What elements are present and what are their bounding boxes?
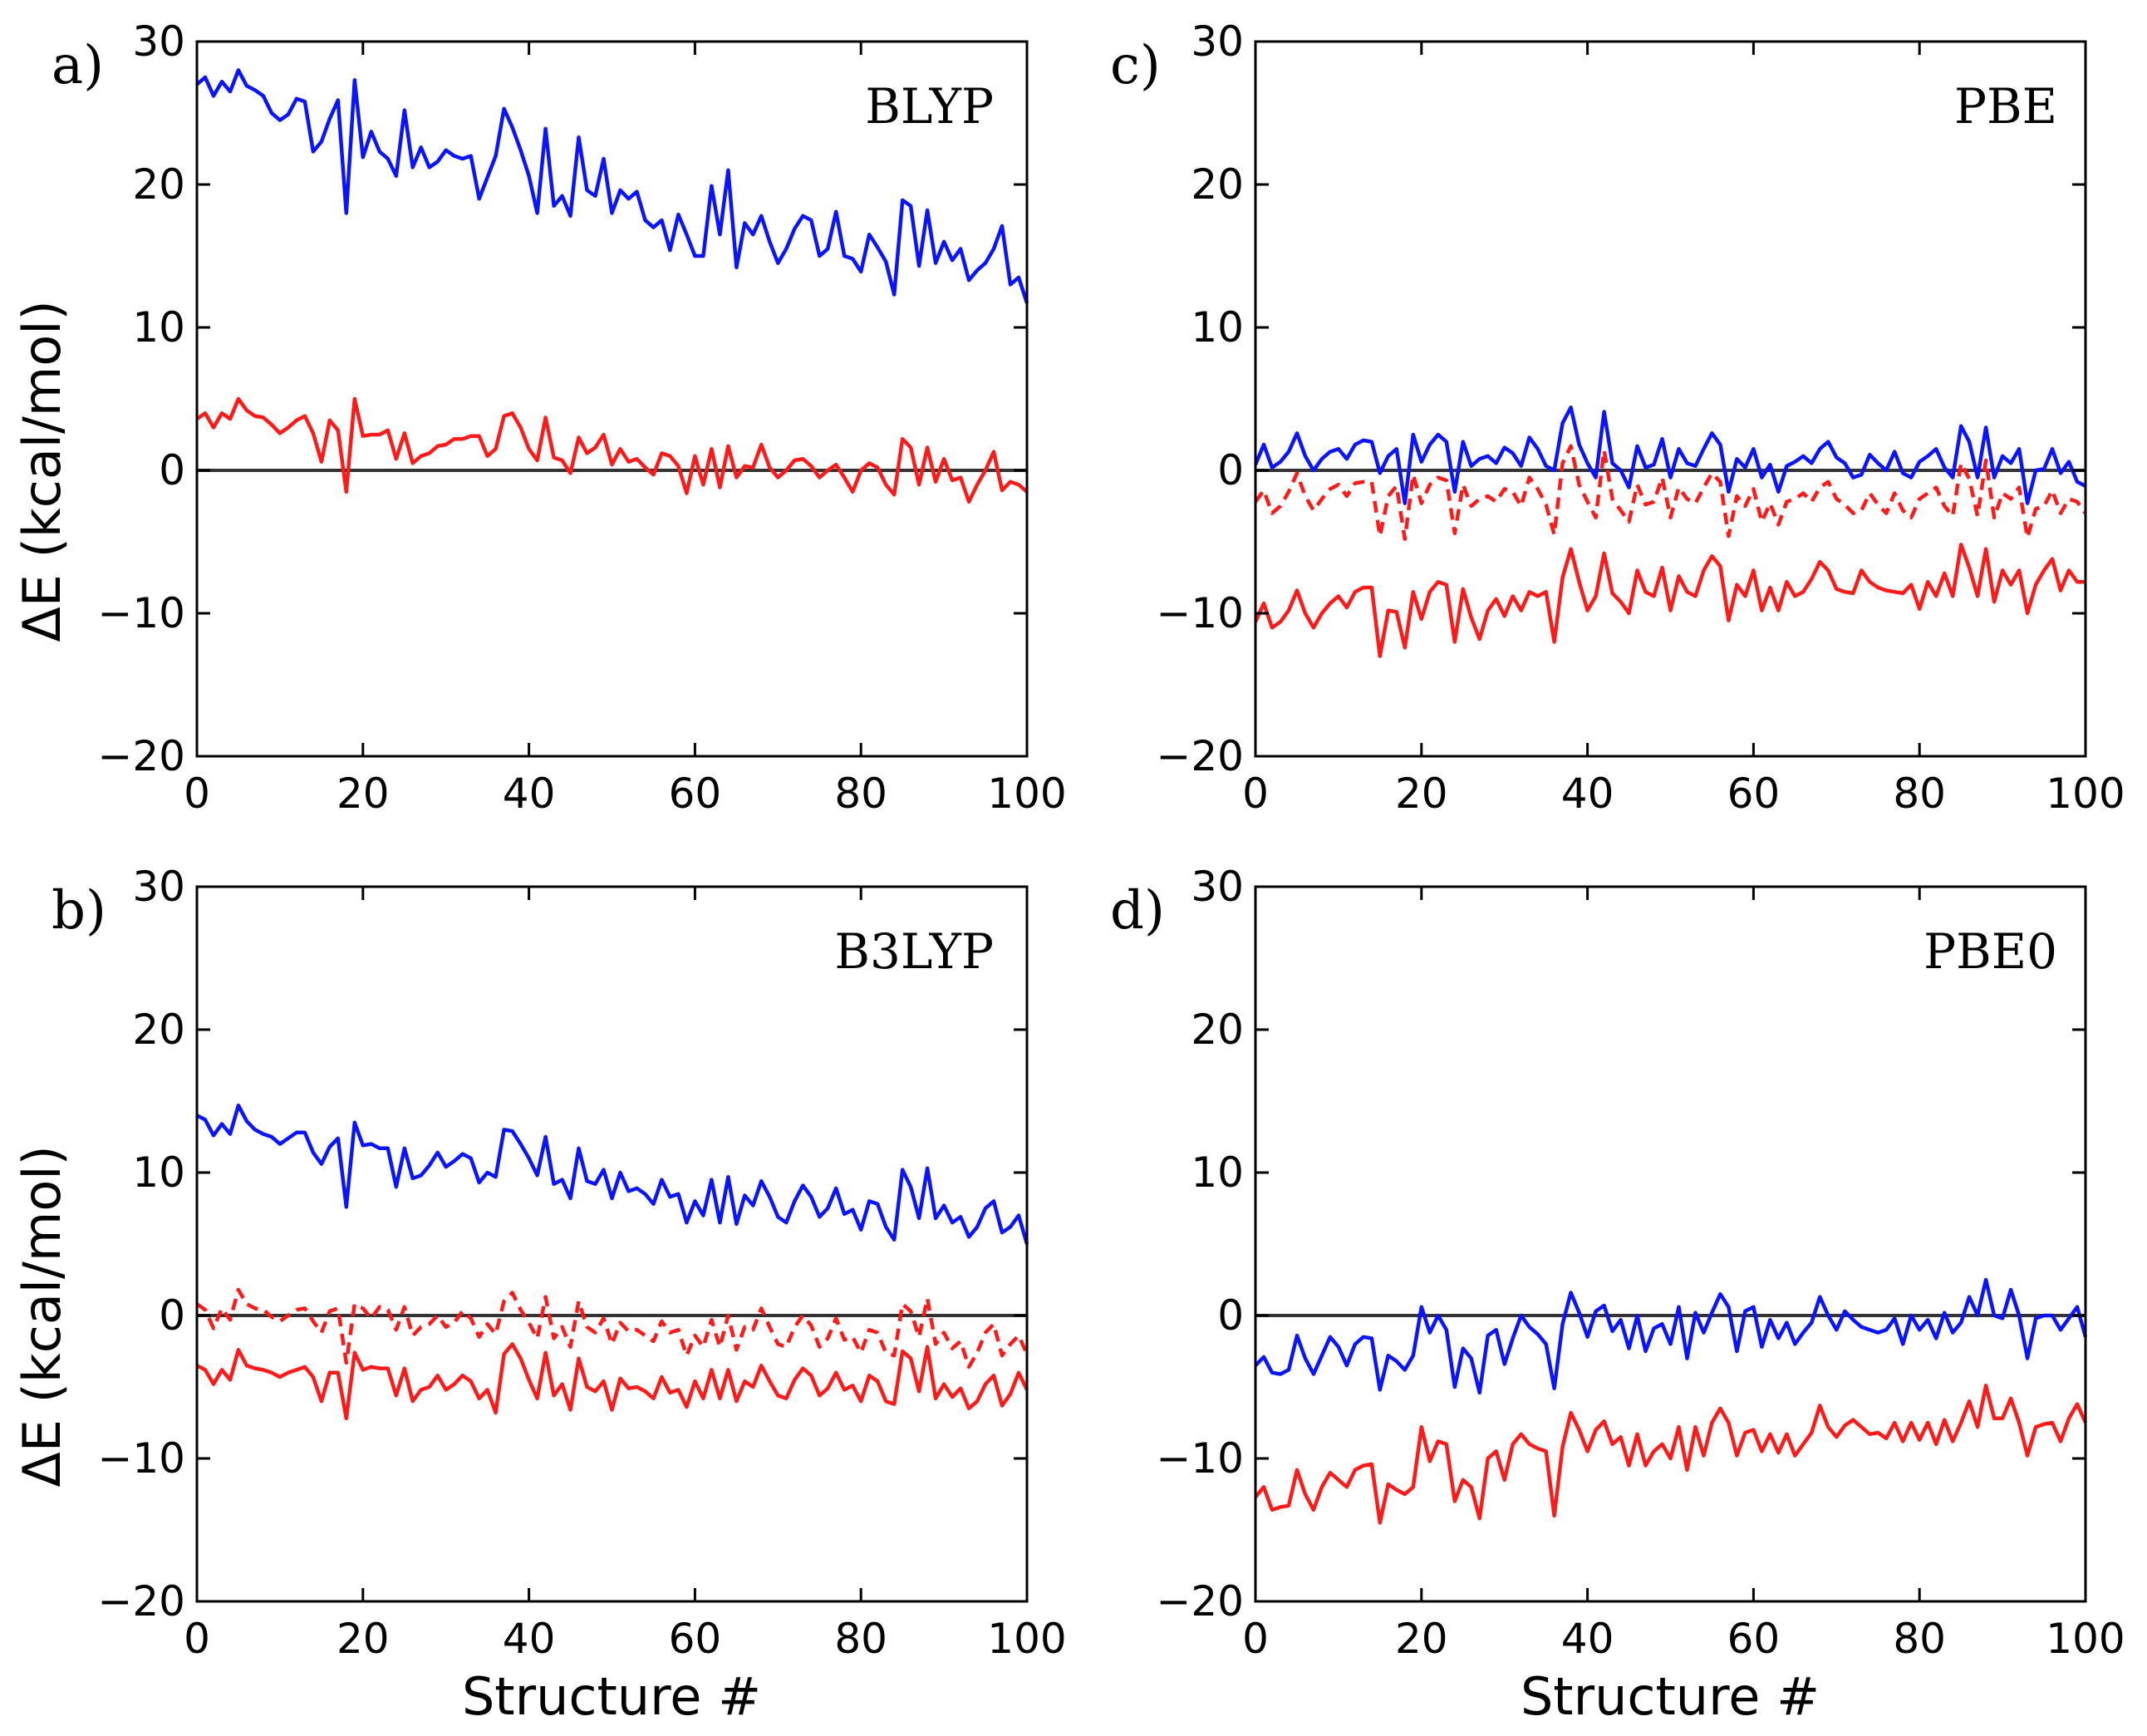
series-line-red-solid [195,396,1029,504]
series-line-red-solid [1254,1384,2088,1525]
method-label-b3lyp: B3LYP [834,923,994,980]
x-tick-label: 20 [337,1615,390,1663]
panel-label-b: b) [52,880,106,942]
plot-area-a: −20 −10 0 10 20 30 0 20 40 60 80 100 [97,17,1066,818]
panel-a-blyp: a) BLYP −20 −10 0 10 20 30 0 20 40 60 80 100 [52,17,1067,818]
x-tick-label: 60 [1727,1615,1781,1663]
x-tick-label: 20 [1395,770,1448,818]
y-tick-label: 20 [1191,160,1244,209]
x-tick-label: 100 [2046,770,2125,818]
x-axis-title-right: Structure # [1521,1666,1820,1727]
axes-frame-a [195,40,1029,758]
y-tick-label: 0 [159,1291,185,1340]
x-tick-label: 100 [987,1615,1066,1663]
y-tick-label: −10 [1156,589,1244,637]
y-tick-label: 10 [1191,1148,1244,1197]
series-line-blue-solid [1253,406,2087,505]
x-tick-label: 0 [184,770,210,818]
y-tick-label: 0 [159,446,185,494]
y-tick-label: 20 [132,160,185,209]
x-tick-label: 100 [2046,1615,2125,1663]
axes-frame-b [195,885,1029,1603]
plot-area-b: −20 −10 0 10 20 30 0 20 40 60 80 100 [97,863,1066,1663]
x-axis-title-left: Structure # [462,1666,761,1727]
y-tick-label: −20 [97,732,185,780]
x-tick-label: 0 [1242,1615,1269,1663]
panel-b-b3lyp: b) B3LYP −20 −10 0 10 20 30 0 20 40 60 80 100 [52,863,1067,1663]
y-axis-title-bottom: ΔE (kcal/mol) [12,1145,72,1487]
axes-frame-d [1254,885,2087,1603]
y-tick-label: 30 [1191,17,1244,66]
x-tick-label: 0 [1242,770,1269,818]
y-tick-label: 0 [1217,1291,1244,1340]
axes-frame-c [1254,40,2087,758]
x-tick-label: 100 [987,770,1066,818]
series-line-blue-solid [195,68,1029,304]
panel-label-a: a) [52,35,104,96]
y-tick-label: −20 [1156,732,1244,780]
method-label-pbe: PBE [1954,78,2057,135]
panel-c-pbe: c) PBE −20 −10 0 10 20 30 0 20 40 60 80 100 [1110,17,2125,818]
x-tick-label: 80 [834,770,887,818]
y-tick-label: 30 [1191,863,1244,911]
series-line-red-dashed [195,1287,1029,1370]
x-tick-label: 40 [503,1615,556,1663]
plot-area-c: −20 −10 0 10 20 30 0 20 40 60 80 100 [1156,17,2125,818]
method-label-blyp: BLYP [865,78,994,135]
y-tick-label: 20 [1191,1006,1244,1054]
x-tick-label: 80 [1893,770,1946,818]
y-tick-label: 20 [132,1006,185,1054]
x-tick-label: 20 [337,770,390,818]
y-tick-label: 30 [132,863,185,911]
x-tick-label: 80 [1893,1615,1946,1663]
series-line-red-solid [195,1342,1029,1421]
x-tick-label: 60 [669,1615,722,1663]
y-tick-label: 30 [132,17,185,66]
panel-label-c: c) [1110,35,1161,96]
x-tick-label: 20 [1395,1615,1448,1663]
panel-d-pbe0: d) PBE0 −20 −10 0 10 20 30 0 20 40 60 80 100 [1110,863,2125,1663]
series-line-blue-solid [1254,1277,2088,1395]
series-line-blue-solid [195,1103,1029,1245]
plot-area-d: −20 −10 0 10 20 30 0 20 40 60 80 100 [1156,863,2125,1663]
series-line-red-dashed [1254,444,2087,541]
y-axis-title-top: ΔE (kcal/mol) [12,300,72,642]
y-tick-label: 0 [1217,446,1244,494]
x-tick-label: 40 [503,770,556,818]
y-tick-label: −20 [97,1577,185,1625]
x-tick-label: 40 [1561,1615,1614,1663]
y-tick-label: −10 [97,1434,185,1483]
method-label-pbe0: PBE0 [1923,923,2057,980]
y-tick-label: 10 [132,1148,185,1197]
x-tick-label: 80 [834,1615,887,1663]
series-line-red-solid [1253,543,2086,658]
y-tick-label: −20 [1156,1577,1244,1625]
x-tick-label: 60 [669,770,722,818]
y-tick-label: −10 [97,589,185,637]
panel-label-d: d) [1110,880,1165,942]
y-tick-label: 10 [1191,303,1244,352]
x-tick-label: 0 [184,1615,210,1663]
x-tick-label: 40 [1561,770,1614,818]
y-tick-label: −10 [1156,1434,1244,1483]
y-tick-label: 10 [132,303,185,352]
x-tick-label: 60 [1727,770,1781,818]
